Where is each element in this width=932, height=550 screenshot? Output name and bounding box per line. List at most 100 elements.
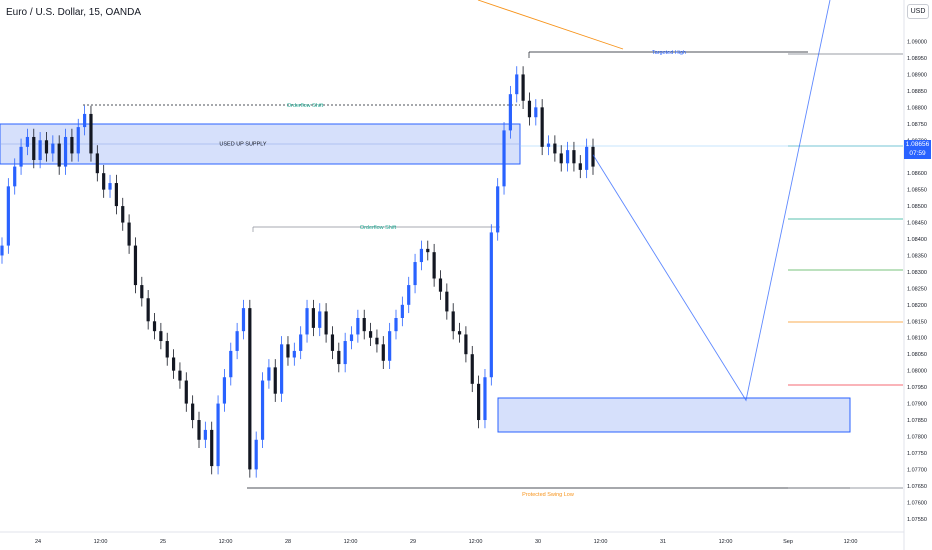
price-tick-label: 1.07900 bbox=[907, 402, 927, 408]
time-tick-label: 24 bbox=[35, 539, 41, 545]
demand-zone[interactable] bbox=[497, 397, 851, 433]
candle-body bbox=[76, 127, 80, 154]
price-tick-label: 1.07950 bbox=[907, 385, 927, 391]
candle-body bbox=[267, 367, 271, 381]
chart-title: Euro / U.S. Dollar, 15, OANDA bbox=[6, 7, 142, 18]
price-axis-panel[interactable] bbox=[904, 0, 932, 550]
candle-body bbox=[381, 344, 385, 361]
candle-body bbox=[178, 370, 182, 381]
candle-body bbox=[70, 136, 74, 154]
candle-body bbox=[114, 183, 118, 207]
candle-body bbox=[483, 377, 487, 421]
candle-body bbox=[6, 186, 10, 246]
candle-body bbox=[140, 285, 144, 299]
price-tick-label: 1.08900 bbox=[907, 72, 927, 78]
candle-body bbox=[0, 245, 4, 256]
candle-body bbox=[89, 113, 93, 154]
price-tick-label: 1.08850 bbox=[907, 89, 927, 95]
candle-body bbox=[229, 350, 233, 378]
price-tick-label: 1.07800 bbox=[907, 434, 927, 440]
candle-body bbox=[159, 331, 163, 342]
candle-body bbox=[203, 429, 207, 440]
price-tick-label: 1.09000 bbox=[907, 40, 927, 46]
time-tick-label: 12:00 bbox=[469, 539, 483, 545]
candle-body bbox=[57, 143, 61, 167]
candle-body bbox=[400, 304, 404, 318]
candle-body bbox=[318, 311, 322, 328]
targeted-high-label: Targeted High bbox=[652, 50, 686, 56]
candle-body bbox=[585, 146, 589, 170]
candle-body bbox=[451, 311, 455, 332]
candle-body bbox=[19, 146, 23, 167]
candles[interactable] bbox=[0, 66, 595, 478]
price-tick-label: 1.08150 bbox=[907, 319, 927, 325]
candle-body bbox=[165, 341, 169, 358]
time-tick-label: Sep bbox=[783, 539, 793, 545]
candle-body bbox=[534, 107, 538, 118]
candle-body bbox=[299, 334, 303, 351]
price-tick-label: 1.08200 bbox=[907, 303, 927, 309]
candle-body bbox=[83, 113, 87, 128]
projection-path[interactable] bbox=[592, 0, 831, 402]
candle-body bbox=[51, 143, 55, 154]
candle-body bbox=[273, 367, 277, 394]
price-tick-label: 1.08100 bbox=[907, 336, 927, 342]
candle-body bbox=[464, 334, 468, 355]
price-tick-label: 1.08800 bbox=[907, 105, 927, 111]
candle-body bbox=[146, 298, 150, 322]
candle-body bbox=[25, 136, 30, 147]
current-price-label: 1.08656 07:59 bbox=[904, 140, 931, 159]
candle-body bbox=[362, 317, 366, 332]
candle-body bbox=[368, 331, 373, 338]
price-axis[interactable]: 1.09000 1.08950 1.08900 1.08850 1.08800 1.087… bbox=[907, 40, 927, 523]
price-tick-label: 1.08350 bbox=[907, 253, 927, 259]
price-tick-label: 1.08550 bbox=[907, 188, 927, 194]
candle-body bbox=[388, 331, 392, 361]
candle-body bbox=[292, 350, 296, 358]
price-tick-label: 1.08050 bbox=[907, 352, 927, 358]
price-tick-label: 1.07600 bbox=[907, 500, 927, 506]
candle-body bbox=[63, 136, 68, 167]
candle-body bbox=[508, 94, 512, 131]
protected-swing-low-label: Protected Swing Low bbox=[522, 492, 574, 498]
candle-body bbox=[248, 308, 252, 470]
candle-body bbox=[413, 262, 417, 286]
candle-body bbox=[197, 420, 201, 440]
time-tick-label: 30 bbox=[535, 539, 541, 545]
candle-body bbox=[426, 248, 430, 253]
candle-body bbox=[489, 232, 493, 378]
candle-body bbox=[572, 150, 576, 164]
candle-body bbox=[216, 403, 220, 467]
candle-body bbox=[438, 278, 443, 292]
price-tick-label: 1.07700 bbox=[907, 467, 927, 473]
candle-body bbox=[394, 317, 398, 332]
used-up-supply-label: USED UP SUPPLY bbox=[219, 142, 267, 148]
candle-body bbox=[591, 146, 595, 167]
candle-body bbox=[330, 334, 335, 351]
price-tick-label: 1.08450 bbox=[907, 221, 927, 227]
price-tick-label: 1.08000 bbox=[907, 369, 927, 375]
candle-body bbox=[184, 380, 188, 404]
time-tick-label: 25 bbox=[160, 539, 166, 545]
time-tick-label: 29 bbox=[410, 539, 416, 545]
candle-body bbox=[222, 377, 227, 404]
candle-body bbox=[432, 252, 436, 279]
candle-body bbox=[527, 100, 532, 118]
currency-button[interactable]: USD bbox=[907, 4, 929, 19]
candle-body bbox=[280, 344, 284, 394]
candle-body bbox=[254, 439, 258, 470]
orange-trendline[interactable] bbox=[477, 0, 624, 50]
candle-body bbox=[95, 153, 99, 174]
candle-body bbox=[311, 308, 315, 328]
candle-body bbox=[407, 285, 411, 305]
price-tick-label: 1.07550 bbox=[907, 517, 927, 523]
time-axis[interactable]: 24 12:00 25 12:00 28 12:00 29 12:00 30 12:00 31 12:… bbox=[35, 539, 857, 545]
price-tick-label: 1.08300 bbox=[907, 270, 927, 276]
candle-body bbox=[210, 429, 214, 467]
candle-body bbox=[356, 317, 360, 335]
candle-body bbox=[546, 143, 551, 147]
candle-body bbox=[521, 74, 525, 101]
time-tick-label: 12:00 bbox=[594, 539, 608, 545]
price-tick-label: 1.08950 bbox=[907, 56, 927, 62]
